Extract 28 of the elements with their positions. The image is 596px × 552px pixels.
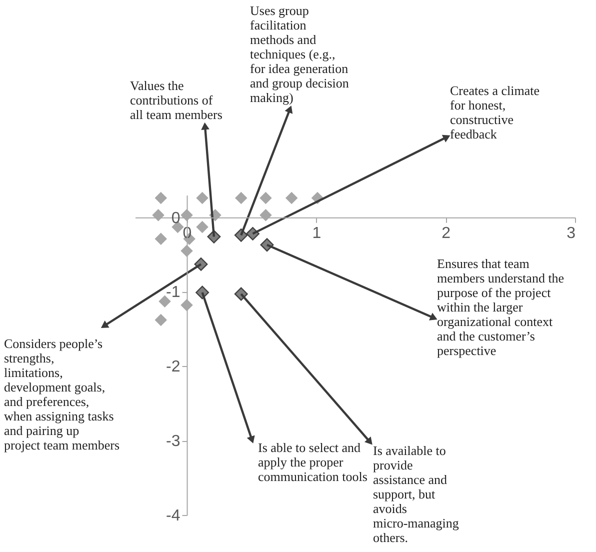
annotation: Considers people’s strengths, limitations, development goals, and preferences, when assigning tasks and pairing up project team members: [4, 336, 120, 452]
y-tick-label: -3: [166, 433, 180, 450]
x-tick-label: 0: [182, 224, 192, 242]
annotation: Is able to select and apply the proper communication tools: [258, 440, 368, 484]
annotation: Creates a climate for honest, constructive feedback: [450, 83, 540, 142]
y-tick-label: -1: [166, 284, 180, 302]
point: [260, 208, 272, 222]
point: [260, 192, 272, 204]
point: [285, 192, 298, 204]
annotation: Is available to provide assistance and support, but avoids micro-managing others.: [373, 443, 460, 545]
x-tick-label: 3: [566, 224, 576, 242]
point: [196, 220, 208, 234]
point: [180, 244, 193, 257]
point: [154, 192, 168, 204]
x-tick-label: 2: [442, 224, 451, 242]
y-tick-label: 0: [171, 210, 180, 227]
point: [152, 208, 164, 222]
point: [154, 232, 168, 246]
y-tick-label: -4: [166, 508, 180, 524]
y-tick-label: -2: [166, 358, 180, 376]
point: [154, 314, 168, 326]
annotation: Values the contributions of all team members: [130, 78, 222, 122]
x-tick-label: 1: [312, 224, 322, 242]
annotation: Ensures that team members understand the purpose of the project within the larger organizational context and the customer’s perspective: [437, 256, 564, 358]
annotation: Uses group facilitation methods and techniques (e.g., for idea generation and group decision making): [250, 3, 350, 105]
point: [196, 192, 208, 204]
point: [234, 192, 248, 204]
point: [158, 295, 171, 308]
